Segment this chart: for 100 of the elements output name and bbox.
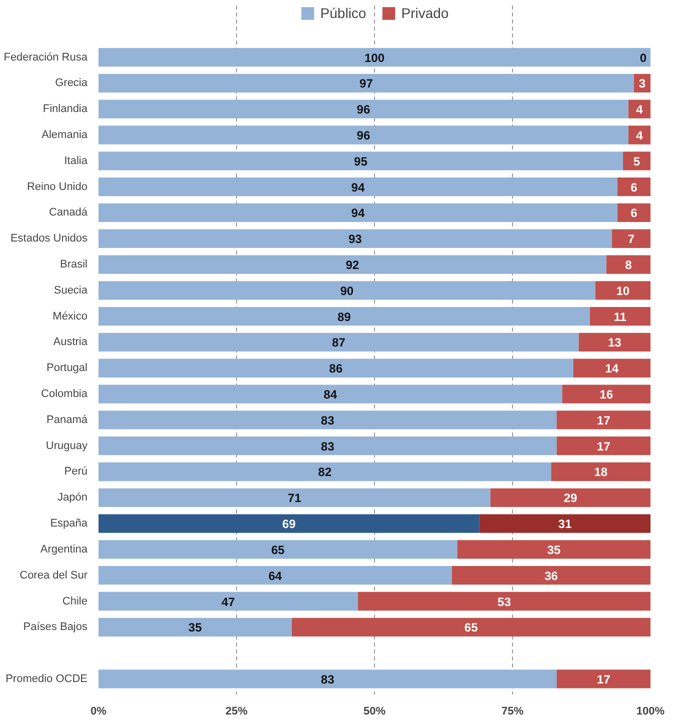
data-label: 17 <box>596 672 611 686</box>
data-label: 82 <box>318 465 332 480</box>
bar <box>578 332 650 352</box>
bar <box>98 670 557 688</box>
data-label: 86 <box>329 362 343 376</box>
x-tick-label: 100% <box>636 706 665 718</box>
x-tick-label: 75% <box>501 706 524 718</box>
data-label: 84 <box>324 388 338 402</box>
data-label: 14 <box>605 362 619 376</box>
data-label: 31 <box>558 517 572 532</box>
bar <box>617 203 650 222</box>
bar <box>98 358 574 378</box>
data-label: 93 <box>348 232 362 246</box>
y-tick-label: Colombia <box>41 388 88 400</box>
bar <box>98 384 562 404</box>
x-tick-label: 25% <box>225 706 248 718</box>
bar <box>595 281 650 300</box>
data-label: 96 <box>356 102 370 117</box>
y-tick-label: Argentina <box>40 543 88 556</box>
bar <box>98 152 623 170</box>
data-label: 10 <box>616 284 630 298</box>
y-tick-label: México <box>52 310 88 322</box>
bar <box>98 177 618 196</box>
y-tick-label: Suecia <box>54 284 88 296</box>
y-tick-label: Grecia <box>55 77 88 90</box>
bar <box>98 566 452 585</box>
bar <box>628 100 650 118</box>
x-tick-label: 0% <box>90 706 107 718</box>
y-tick-label: Federación Rusa <box>4 51 88 64</box>
bar <box>292 618 650 636</box>
bar <box>556 670 650 688</box>
data-label: 4 <box>636 102 644 117</box>
data-label: 92 <box>346 258 360 272</box>
y-tick-label: Países Bajos <box>23 621 88 634</box>
bar <box>98 462 552 482</box>
x-tick-label: 50% <box>363 706 386 718</box>
bar <box>98 255 606 274</box>
data-label: 7 <box>628 232 635 246</box>
bar <box>490 488 650 507</box>
bar <box>98 229 612 248</box>
data-label: 53 <box>498 594 512 609</box>
bar <box>98 436 557 456</box>
bar <box>457 540 650 559</box>
data-label: 35 <box>188 620 202 635</box>
bar <box>98 618 292 636</box>
bar <box>622 152 650 170</box>
bar <box>612 229 650 248</box>
data-label: 16 <box>600 388 614 402</box>
data-label: 11 <box>614 310 627 324</box>
bar <box>98 514 480 533</box>
data-label: 95 <box>354 154 368 168</box>
data-label: 69 <box>282 517 296 532</box>
bar <box>98 48 650 67</box>
data-label: 6 <box>630 206 638 220</box>
bar <box>573 358 650 378</box>
bar <box>606 255 650 274</box>
bar <box>98 100 628 118</box>
data-label: 17 <box>596 439 611 454</box>
bar <box>98 126 628 144</box>
bar <box>98 488 490 507</box>
y-tick-label: Reino Unido <box>26 180 88 193</box>
data-label: 13 <box>608 336 622 350</box>
legend-label: Público <box>320 5 366 21</box>
data-label: 4 <box>636 128 644 143</box>
data-label: 65 <box>464 620 478 635</box>
data-label: 36 <box>544 568 558 583</box>
data-label: 5 <box>633 154 640 168</box>
y-tick-label: Uruguay <box>46 440 88 452</box>
bar <box>551 462 650 482</box>
data-label: 8 <box>625 258 632 272</box>
data-label: 0 <box>640 50 647 65</box>
y-tick-label: Panamá <box>46 414 88 426</box>
data-label: 97 <box>360 76 374 91</box>
bar <box>590 307 650 326</box>
y-tick-label: Finlandia <box>42 103 88 116</box>
data-label: 87 <box>332 336 346 350</box>
bar <box>98 410 557 430</box>
data-label: 17 <box>596 413 611 428</box>
data-label: 89 <box>337 310 352 324</box>
bar <box>98 540 458 559</box>
bar <box>452 566 650 585</box>
data-label: 90 <box>340 284 354 298</box>
y-tick-label: Perú <box>64 466 88 478</box>
y-tick-label: Chile <box>62 595 88 608</box>
data-label: 83 <box>320 439 335 454</box>
data-label: 64 <box>268 568 282 583</box>
data-label: 18 <box>594 465 608 480</box>
y-tick-label: Austria <box>53 336 88 348</box>
data-label: 35 <box>547 542 561 557</box>
data-label: 83 <box>320 672 335 686</box>
bar <box>358 592 650 611</box>
bar <box>479 514 650 533</box>
bar <box>617 177 650 196</box>
data-label: 6 <box>630 180 638 194</box>
bar <box>628 126 650 144</box>
data-label: 65 <box>271 542 285 557</box>
y-tick-label: Italia <box>64 154 88 167</box>
data-label: 94 <box>351 180 365 194</box>
data-label: 71 <box>288 491 302 506</box>
y-tick-label: Brasil <box>60 258 88 271</box>
